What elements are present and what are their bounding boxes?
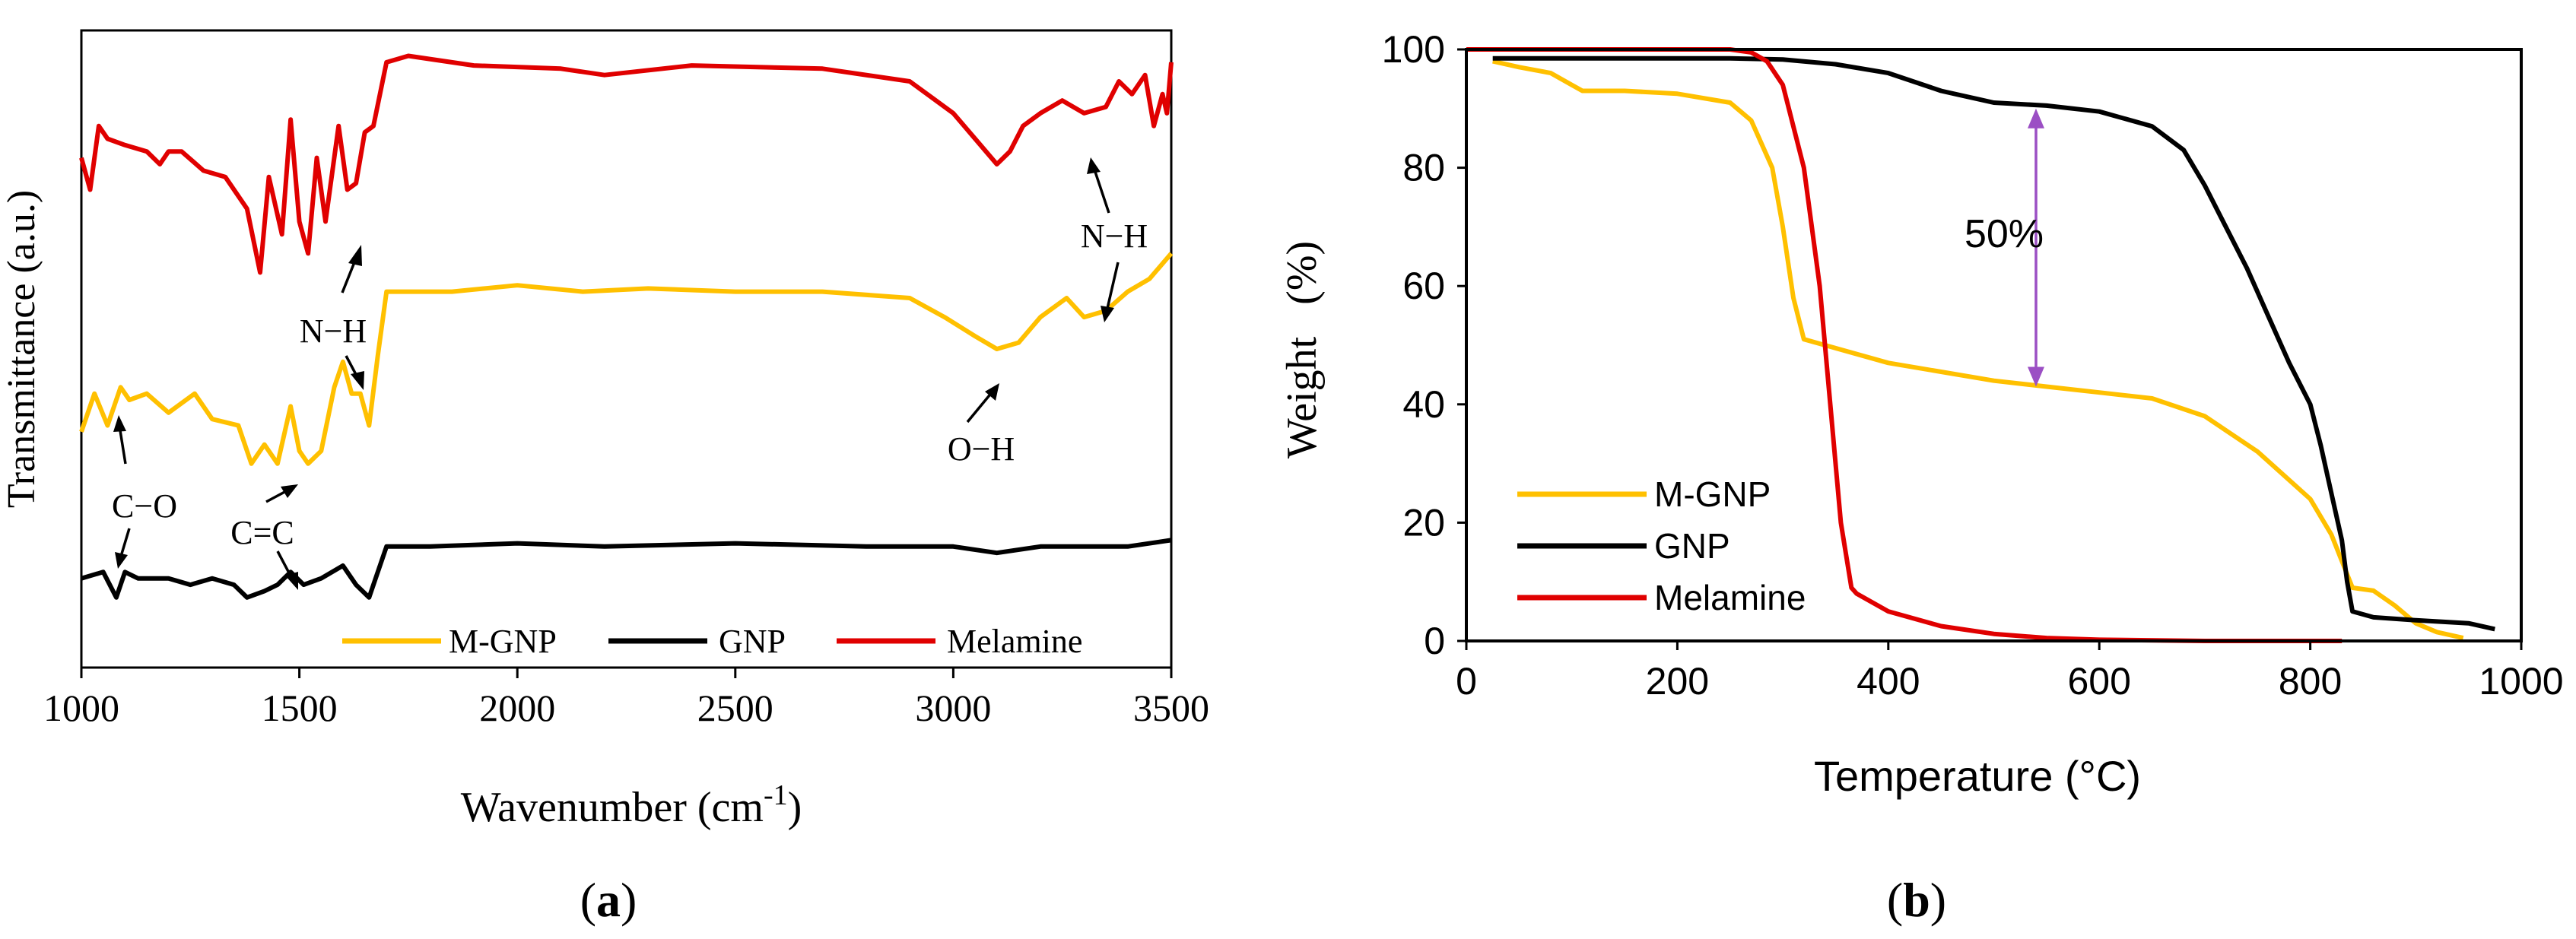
tga-annotation-arrowhead-bottom bbox=[2027, 366, 2044, 387]
tga-x-tick-label-0: 0 bbox=[1456, 660, 1477, 703]
ftir-annotation-arrowhead-nh-right-down bbox=[1101, 306, 1114, 322]
tga-x-tick-label-800: 800 bbox=[2279, 660, 2342, 703]
panel-b-label-close: ) bbox=[1930, 873, 1946, 927]
ftir-x-axis-label-superscript: -1 bbox=[764, 779, 788, 811]
ftir-annotation-arrowhead-cc-down bbox=[285, 572, 298, 590]
ftir-x-axis-label: Wavenumber (cm-1) bbox=[461, 779, 802, 831]
ftir-annotation-nh-right: N−H bbox=[1081, 217, 1148, 255]
ftir-x-axis-label-close: ) bbox=[788, 784, 802, 831]
ftir-annotation-oh: O−H bbox=[948, 430, 1015, 468]
tga-x-axis-label: Temperature (°C) bbox=[1814, 752, 2141, 800]
panel-b-label: (b) bbox=[1887, 873, 1946, 927]
ftir-annotation-arrowhead-co-down bbox=[115, 552, 128, 569]
tga-legend: M-GNP GNP Melamine bbox=[1517, 474, 1806, 617]
ftir-x-axis-label-main: Wavenumber (cm bbox=[461, 784, 764, 831]
ftir-legend-mgnp: M-GNP bbox=[449, 623, 557, 660]
tga-x-tick-label-600: 600 bbox=[2067, 660, 2130, 703]
tga-plot-area bbox=[1465, 48, 2523, 642]
ftir-x-ticks: 1000 1500 2000 2500 3000 3500 bbox=[43, 668, 1209, 729]
panel-a-label-letter: a bbox=[596, 873, 621, 927]
tga-annotation-label: 50% bbox=[1965, 212, 2044, 256]
ftir-legend-gnp: GNP bbox=[719, 623, 786, 660]
tga-annotation-arrowhead-top bbox=[2027, 108, 2044, 128]
ftir-annotation-arrow-cc-up bbox=[265, 489, 288, 503]
tga-x-tick-label-1000: 1000 bbox=[2479, 660, 2563, 703]
tga-series bbox=[1466, 47, 2495, 643]
tga-annotation: 50% bbox=[1965, 108, 2044, 387]
tga-y-tick-label-60: 60 bbox=[1402, 265, 1445, 307]
ftir-chart: 1000 1500 2000 2500 3000 3500 Transmittance (… bbox=[0, 29, 1209, 927]
ftir-annotation-arrowhead-cc-up bbox=[281, 484, 298, 498]
tga-chart: 0 200 400 600 800 1000 0 20 40 60 80 100 Weight (%… bbox=[1278, 28, 2564, 927]
tga-legend-melamine: Melamine bbox=[1654, 578, 1806, 617]
ftir-annotation-arrowhead-oh bbox=[985, 383, 999, 401]
panel-b-label-open: ( bbox=[1887, 873, 1903, 927]
ftir-legend-melamine: Melamine bbox=[947, 623, 1082, 660]
panel-a-label-open: ( bbox=[580, 873, 596, 927]
tga-y-tick-label-20: 20 bbox=[1402, 501, 1445, 544]
ftir-annotation-nh-left: N−H bbox=[300, 312, 367, 350]
tga-x-ticks: 0 200 400 600 800 1000 bbox=[1456, 641, 2564, 703]
ftir-annotation-co: C−O bbox=[112, 487, 177, 525]
ftir-series-melamine bbox=[79, 53, 1174, 275]
ftir-series-gnp bbox=[81, 538, 1172, 600]
ftir-annotation-arrow-co-up bbox=[118, 425, 127, 465]
ftir-plot-area bbox=[80, 29, 1173, 669]
tga-y-tick-label-40: 40 bbox=[1402, 383, 1445, 426]
tga-series-melamine bbox=[1466, 47, 2343, 643]
ftir-x-tick-label-1500: 1500 bbox=[262, 687, 338, 729]
ftir-series bbox=[79, 53, 1174, 600]
ftir-annotation-arrow-nh-right-up bbox=[1092, 167, 1110, 214]
ftir-annotation-arrow-nh-right-down bbox=[1105, 262, 1120, 312]
ftir-annotation-arrow-oh bbox=[966, 390, 994, 424]
ftir-y-axis-label: Transmittance (a.u.) bbox=[0, 190, 43, 508]
ftir-series-m-gnp bbox=[79, 252, 1174, 466]
tga-legend-gnp: GNP bbox=[1654, 526, 1730, 566]
tga-y-ticks: 0 20 40 60 80 100 bbox=[1382, 28, 1466, 662]
ftir-x-tick-label-3000: 3000 bbox=[915, 687, 991, 729]
tga-y-tick-label-0: 0 bbox=[1424, 620, 1445, 662]
tga-x-tick-label-400: 400 bbox=[1857, 660, 1920, 703]
ftir-annotation-arrowhead-nh-right-up bbox=[1087, 157, 1101, 174]
ftir-x-tick-label-1000: 1000 bbox=[43, 687, 119, 729]
ftir-annotation-arrowhead-nh-down bbox=[351, 371, 364, 390]
ftir-legend: M-GNP GNP Melamine bbox=[342, 623, 1082, 660]
tga-y-tick-label-80: 80 bbox=[1402, 147, 1445, 189]
tga-y-axis-label: Weight (%) bbox=[1278, 241, 1326, 458]
tga-y-tick-label-100: 100 bbox=[1382, 28, 1445, 71]
tga-series-m-gnp bbox=[1492, 59, 2464, 641]
ftir-x-tick-label-3500: 3500 bbox=[1133, 687, 1209, 729]
tga-legend-mgnp: M-GNP bbox=[1654, 474, 1771, 514]
ftir-x-tick-label-2000: 2000 bbox=[479, 687, 555, 729]
ftir-annotations: N−H N−H C−O C=C O−H bbox=[112, 157, 1148, 590]
tga-series-gnp bbox=[1492, 56, 2495, 632]
panel-a-label: (a) bbox=[580, 873, 637, 927]
tga-x-tick-label-200: 200 bbox=[1646, 660, 1709, 703]
panel-b-label-letter: b bbox=[1903, 873, 1930, 927]
panel-a-label-close: ) bbox=[621, 873, 637, 927]
ftir-x-tick-label-2500: 2500 bbox=[697, 687, 773, 729]
ftir-annotation-arrowhead-co-up bbox=[113, 415, 126, 432]
ftir-annotation-arrowhead-nh-up bbox=[348, 245, 362, 266]
ftir-annotation-cc: C=C bbox=[230, 514, 294, 551]
